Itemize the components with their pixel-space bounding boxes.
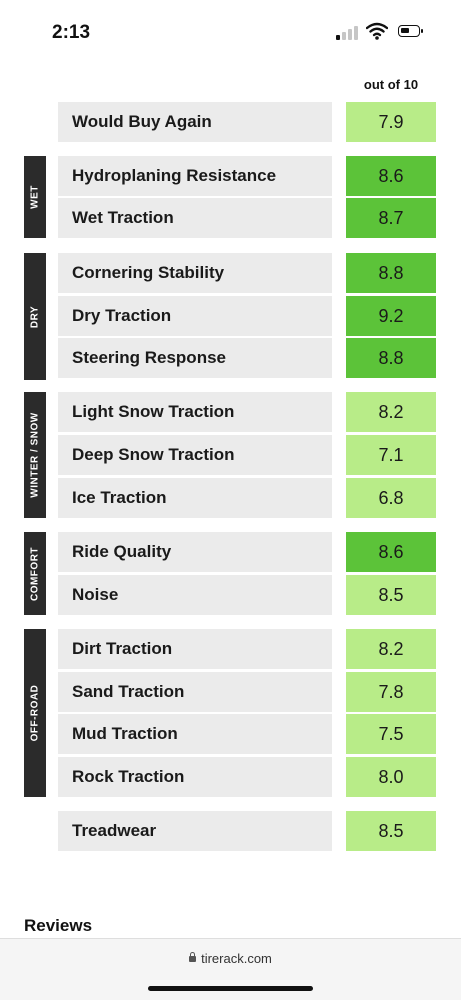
category-label: WET bbox=[29, 185, 41, 209]
battery-icon bbox=[398, 25, 423, 37]
category-label: WINTER / SNOW bbox=[29, 412, 41, 498]
rating-score: 7.5 bbox=[346, 714, 436, 754]
url-display[interactable]: tirerack.com bbox=[0, 951, 461, 966]
category-band: COMFORT bbox=[24, 532, 46, 615]
rating-score: 8.5 bbox=[346, 575, 436, 615]
rating-score: 7.8 bbox=[346, 672, 436, 712]
rating-score: 8.5 bbox=[346, 811, 436, 851]
rating-score: 8.0 bbox=[346, 757, 436, 797]
rating-score: 7.9 bbox=[346, 102, 436, 142]
rating-label: Noise bbox=[58, 575, 332, 615]
wifi-icon bbox=[366, 22, 388, 40]
browser-address-bar[interactable]: tirerack.com bbox=[0, 938, 461, 1000]
status-time: 2:13 bbox=[52, 22, 91, 43]
rating-score: 8.6 bbox=[346, 156, 436, 196]
rating-label: Ice Traction bbox=[58, 478, 332, 518]
rating-score: 8.8 bbox=[346, 253, 436, 293]
rating-label: Steering Response bbox=[58, 338, 332, 378]
rating-label: Cornering Stability bbox=[58, 253, 332, 293]
score-scale-header: out of 10 bbox=[363, 77, 419, 92]
category-band: DRY bbox=[24, 253, 46, 380]
category-label: DRY bbox=[29, 305, 41, 328]
category-band: WET bbox=[24, 156, 46, 238]
rating-score: 8.2 bbox=[346, 629, 436, 669]
cellular-signal-icon bbox=[336, 24, 358, 40]
category-label: OFF-ROAD bbox=[29, 684, 41, 742]
rating-label: Light Snow Traction bbox=[58, 392, 332, 432]
category-band: WINTER / SNOW bbox=[24, 392, 46, 518]
rating-score: 8.6 bbox=[346, 532, 436, 572]
rating-score: 8.8 bbox=[346, 338, 436, 378]
rating-score: 6.8 bbox=[346, 478, 436, 518]
rating-label: Would Buy Again bbox=[58, 102, 332, 142]
category-band: OFF-ROAD bbox=[24, 629, 46, 797]
reviews-heading: Reviews bbox=[24, 916, 93, 935]
home-indicator[interactable] bbox=[148, 986, 313, 991]
lock-icon bbox=[189, 951, 197, 962]
rating-score: 8.7 bbox=[346, 198, 436, 238]
rating-score: 8.2 bbox=[346, 392, 436, 432]
rating-label: Ride Quality bbox=[58, 532, 332, 572]
category-label: COMFORT bbox=[29, 546, 41, 601]
url-text: tirerack.com bbox=[201, 951, 272, 966]
rating-label: Treadwear bbox=[58, 811, 332, 851]
rating-label: Wet Traction bbox=[58, 198, 332, 238]
rating-score: 9.2 bbox=[346, 296, 436, 336]
rating-label: Dirt Traction bbox=[58, 629, 332, 669]
rating-label: Hydroplaning Resistance bbox=[58, 156, 332, 196]
rating-label: Rock Traction bbox=[58, 757, 332, 797]
rating-label: Deep Snow Traction bbox=[58, 435, 332, 475]
status-bar: 2:13 bbox=[0, 0, 461, 60]
rating-label: Sand Traction bbox=[58, 672, 332, 712]
rating-label: Dry Traction bbox=[58, 296, 332, 336]
rating-label: Mud Traction bbox=[58, 714, 332, 754]
rating-score: 7.1 bbox=[346, 435, 436, 475]
